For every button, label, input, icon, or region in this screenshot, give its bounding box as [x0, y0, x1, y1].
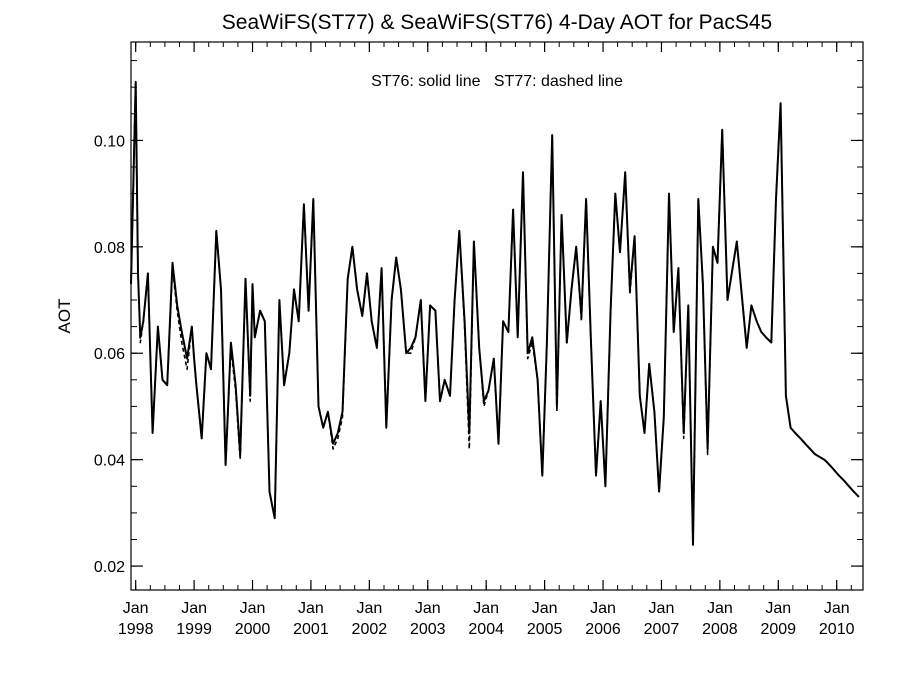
x-tick-label-year: 2003 — [410, 621, 446, 638]
y-tick-label: 0.10 — [94, 133, 125, 150]
x-tick-label-month: Jan — [765, 600, 791, 617]
x-tick-label-month: Jan — [415, 600, 441, 617]
series-style-annotation: ST76: solid line ST77: dashed line — [371, 73, 623, 90]
y-tick-label: 0.06 — [94, 346, 125, 363]
x-tick-label-month: Jan — [532, 600, 558, 617]
plot-area: Jan 1998 Jan 1999 Jan 2000 Jan 2001 Jan 2002 Jan 20… — [94, 41, 864, 638]
minor-ticks — [131, 42, 863, 590]
x-tick-label-year: 2005 — [527, 621, 563, 638]
x-tick-label-month: Jan — [707, 600, 733, 617]
x-axis-ticks: Jan 1998 Jan 1999 Jan 2000 Jan 2001 Jan 2002 Jan 20… — [118, 42, 855, 638]
x-tick-label-month: Jan — [181, 600, 207, 617]
x-tick-label-year: 2006 — [585, 621, 621, 638]
chart-title: SeaWiFS(ST77) & SeaWiFS(ST76) 4-Day AOT … — [222, 11, 772, 34]
y-tick-label: 0.08 — [94, 240, 125, 257]
x-tick-label-year: 1999 — [176, 621, 212, 638]
series-line-st76 — [130, 80, 860, 546]
x-tick-label-month: Jan — [649, 600, 675, 617]
x-tick-label-month: Jan — [240, 600, 266, 617]
y-axis-ticks: 0.02 0.04 0.06 0.08 0.10 — [94, 133, 863, 576]
x-tick-label-month: Jan — [298, 600, 324, 617]
x-tick-label-year: 2009 — [760, 621, 796, 638]
plot-frame — [130, 41, 864, 591]
x-tick-label-year: 2008 — [702, 621, 738, 638]
x-tick-label-year: 2010 — [819, 621, 855, 638]
x-tick-label-month: Jan — [473, 600, 499, 617]
x-tick-label-year: 2000 — [235, 621, 271, 638]
x-tick-label-month: Jan — [123, 600, 149, 617]
x-tick-label-month: Jan — [590, 600, 616, 617]
x-tick-label-month: Jan — [824, 600, 850, 617]
x-tick-label-year: 2007 — [644, 621, 680, 638]
x-tick-label-year: 2002 — [352, 621, 388, 638]
y-axis-label: AOT — [55, 299, 74, 334]
y-tick-label: 0.02 — [94, 559, 125, 576]
x-tick-label-year: 2001 — [293, 621, 329, 638]
y-tick-label: 0.04 — [94, 453, 125, 470]
x-tick-label-year: 1998 — [118, 621, 154, 638]
x-tick-label-year: 2004 — [468, 621, 504, 638]
x-tick-label-month: Jan — [356, 600, 382, 617]
series-layer — [130, 80, 860, 546]
